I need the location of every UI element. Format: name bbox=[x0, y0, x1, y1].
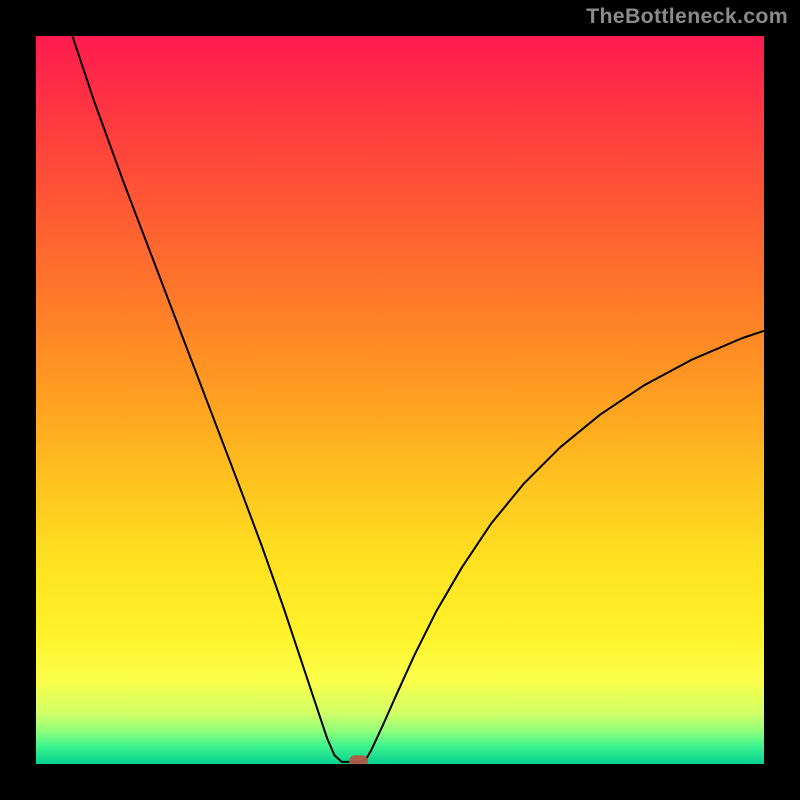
plot-area bbox=[36, 36, 764, 767]
bottleneck-chart bbox=[0, 0, 800, 800]
chart-container: TheBottleneck.com bbox=[0, 0, 800, 800]
plot-background-gradient bbox=[36, 36, 764, 764]
watermark-text: TheBottleneck.com bbox=[586, 4, 788, 29]
